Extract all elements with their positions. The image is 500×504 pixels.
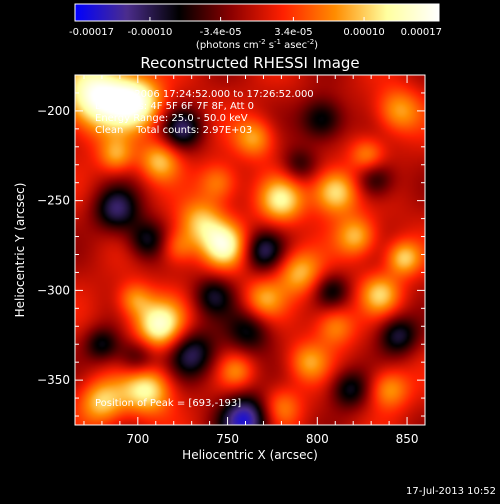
- chart-title: Reconstructed RHESSI Image: [140, 54, 359, 72]
- y-tick-label: −350: [37, 373, 70, 387]
- x-tick-label: 750: [216, 432, 239, 446]
- colorbar-unit-label: (photons cm-2 s-1 asec-2): [196, 38, 318, 51]
- annotation-energy-range: Energy Range: 25.0 - 50.0 keV: [95, 113, 248, 124]
- colorbar-tick-label: -3.4e-05: [200, 27, 242, 38]
- colorbar: -0.00017 -0.00010 -3.4e-05 3.4e-05 0.00010 0.…: [69, 3, 442, 51]
- x-tick-label: 800: [306, 432, 329, 446]
- colorbar-tick-label: 3.4e-05: [274, 27, 312, 38]
- y-tick-label: −200: [37, 104, 70, 118]
- annotation-peak-position: Position of Peak = [693,-193]: [95, 398, 241, 409]
- footer-date: 17-Jul-2013 10:52: [406, 486, 496, 497]
- colorbar-tick-label: -0.00010: [127, 27, 172, 38]
- y-axis-label: Heliocentric Y (arcsec): [13, 183, 27, 318]
- annotation-time-range: 18-Dec-2006 17:24:52.000 to 17:26:52.000: [95, 89, 314, 100]
- x-tick-label: 700: [126, 432, 149, 446]
- x-axis-label: Heliocentric X (arcsec): [182, 448, 318, 462]
- y-tick-label: −300: [37, 283, 70, 297]
- plot-frame: [74, 74, 426, 426]
- annotation-clean-counts: Clean Total counts: 2.97E+03: [95, 125, 252, 136]
- y-tick-label: −250: [37, 194, 70, 208]
- y-tick-labels: −350 −300 −250 −200: [37, 104, 70, 387]
- x-tick-label: 850: [396, 432, 419, 446]
- colorbar-ticks: -0.00017 -0.00010 -3.4e-05 3.4e-05 0.00010 0.…: [69, 17, 442, 38]
- colorbar-tick-label: 0.00010: [343, 27, 384, 38]
- colorbar-tick-label: 0.00017: [401, 27, 442, 38]
- axis-ticks: [75, 74, 426, 425]
- annotation-detectors: Detectors: 4F 5F 6F 7F 8F, Att 0: [95, 101, 254, 112]
- heatmap-image: [75, 75, 425, 425]
- annotation-block: 18-Dec-2006 17:24:52.000 to 17:26:52.000…: [95, 89, 314, 409]
- colorbar-gradient: [74, 3, 440, 22]
- x-tick-labels: 700 750 800 850: [126, 432, 418, 446]
- colorbar-tick-label: -0.00017: [69, 27, 114, 38]
